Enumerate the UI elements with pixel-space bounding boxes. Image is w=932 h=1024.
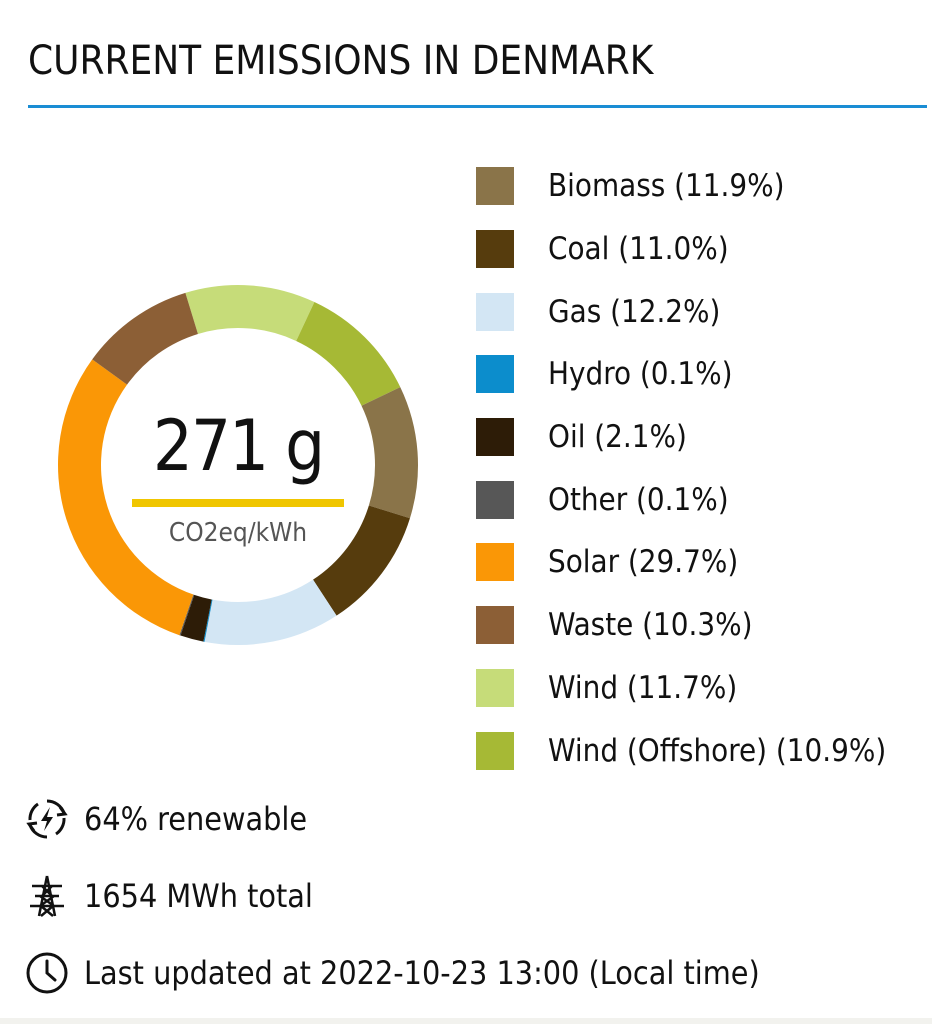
legend-label: Wind (Offshore) (10.9%) — [548, 732, 887, 769]
legend-swatch — [476, 480, 514, 519]
donut-slice-waste[interactable] — [92, 292, 198, 385]
legend-item: Other (0.1%) — [476, 468, 886, 531]
renewable-energy-icon — [26, 798, 68, 839]
stat-updated: Last updated at 2022-10-23 13:00 (Local … — [24, 934, 760, 1011]
total-text: 1654 MWh total — [84, 876, 313, 915]
donut-slice-coal[interactable] — [313, 505, 410, 616]
donut-slice-other[interactable] — [179, 594, 195, 636]
donut-slice-gas[interactable] — [204, 579, 337, 645]
emission-unit: CO2eq/kWh — [168, 518, 308, 548]
emission-indicator-bar — [132, 499, 344, 507]
legend-swatch — [476, 668, 514, 707]
legend-swatch — [476, 418, 514, 457]
emission-value: 271 g — [152, 405, 325, 487]
legend-label: Hydro (0.1%) — [548, 356, 733, 393]
legend-label: Coal (11.0%) — [548, 231, 729, 268]
donut-slice-solar[interactable] — [57, 359, 194, 636]
legend-swatch — [476, 230, 514, 269]
legend-item: Wind (11.7%) — [476, 657, 886, 720]
legend-label: Biomass (11.9%) — [548, 168, 785, 205]
legend-swatch — [476, 355, 514, 394]
legend-item: Wind (Offshore) (10.9%) — [476, 719, 886, 782]
legend-label: Gas (12.2%) — [548, 293, 721, 330]
legend-item: Biomass (11.9%) — [476, 155, 886, 218]
donut-slice-wind-offshore[interactable] — [296, 302, 401, 406]
donut-slice-biomass[interactable] — [361, 387, 418, 519]
stat-total: 1654 MWh total — [24, 857, 760, 934]
stat-renewable: 64% renewable — [24, 780, 760, 857]
donut-slice-oil[interactable] — [180, 594, 212, 642]
legend-item: Coal (11.0%) — [476, 218, 886, 281]
legend-swatch — [476, 731, 514, 770]
legend-item: Gas (12.2%) — [476, 280, 886, 343]
legend-label: Oil (2.1%) — [548, 419, 687, 456]
stats-list: 64% renewable 1654 MWh total Last update… — [24, 780, 760, 1011]
legend-item: Oil (2.1%) — [476, 406, 886, 469]
last-updated-text: Last updated at 2022-10-23 13:00 (Local … — [84, 953, 760, 992]
legend-label: Other (0.1%) — [548, 481, 729, 518]
legend-swatch — [476, 167, 514, 206]
donut-slice-hydro[interactable] — [203, 599, 213, 642]
donut-chart — [57, 285, 418, 645]
legend-swatch — [476, 543, 514, 582]
donut-slice-wind[interactable] — [185, 285, 315, 341]
legend-item: Hydro (0.1%) — [476, 343, 886, 406]
page-title: CURRENT EMISSIONS IN DENMARK — [28, 38, 654, 84]
title-divider — [28, 105, 927, 108]
renewable-text: 64% renewable — [84, 799, 308, 838]
clock-icon — [26, 952, 68, 993]
legend-swatch — [476, 292, 514, 331]
chart-legend: Biomass (11.9%) Coal (11.0%) Gas (12.2%) Hy… — [476, 155, 886, 782]
legend-label: Wind (11.7%) — [548, 669, 738, 706]
legend-item: Solar (29.7%) — [476, 531, 886, 594]
legend-label: Solar (29.7%) — [548, 544, 739, 581]
legend-item: Waste (10.3%) — [476, 594, 886, 657]
power-pylon-icon — [30, 875, 64, 917]
legend-swatch — [476, 606, 514, 645]
legend-label: Waste (10.3%) — [548, 607, 753, 644]
